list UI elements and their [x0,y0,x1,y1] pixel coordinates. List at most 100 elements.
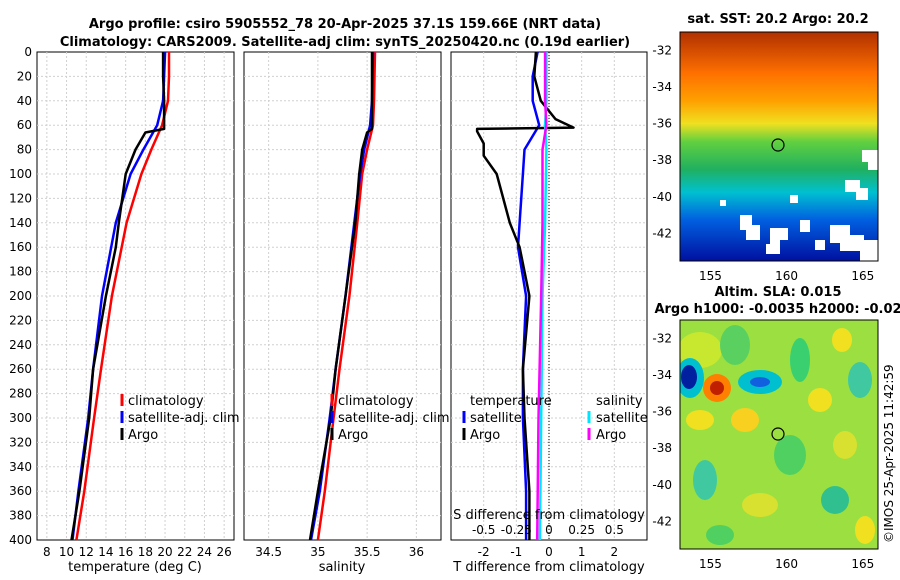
map-y-tick-label: -32 [652,43,672,57]
y-tick-label: 180 [9,265,32,279]
sla-blob [774,435,806,475]
x-tick-label: 22 [177,545,192,559]
sla-blob [855,516,875,544]
y-tick-label: 140 [9,216,32,230]
sla-blob [720,325,750,365]
series-line-t-satellite [516,51,541,540]
map-x-tick-label: 165 [851,557,874,571]
difference-xlabel2: S difference from climatology [453,508,645,523]
map-y-tick-label: -38 [652,153,672,167]
y-tick-label: 60 [17,118,32,132]
x-tick-label: 35.5 [354,545,381,559]
legend-label-climatology: climatology [338,394,414,409]
chart-title-line2: Climatology: CARS2009. Satellite-adj cli… [60,35,630,50]
map-y-tick-label: -42 [652,515,672,529]
map-y-tick-label: -32 [652,331,672,345]
sla-blob [750,377,770,387]
sla-map-title1: Altim. SLA: 0.015 [715,285,842,300]
sla-blob [832,328,852,352]
map-y-tick-label: -38 [652,441,672,455]
sst-cloud-mask [720,150,878,261]
x2-tick-label: 0 [545,523,553,537]
x-tick-label: 16 [118,545,133,559]
temperature-legend: climatology satellite-adj. clim Argo [120,394,240,443]
series-line-argo [70,52,166,541]
y-tick-label: 300 [9,411,32,425]
x-tick-label: -1 [510,545,522,559]
y-tick-label: 280 [9,387,32,401]
y-tick-label: 80 [17,143,32,157]
sla-blob [808,388,832,412]
x-tick-label: 26 [217,545,232,559]
y-tick-label: 260 [9,362,32,376]
x-tick-label: 34.5 [255,545,282,559]
map-x-tick-label: 165 [851,269,874,283]
x-tick-label: 20 [157,545,172,559]
x-tick-label: 36 [409,545,424,559]
x2-tick-label: 0.25 [568,523,595,537]
y-tick-label: 40 [17,94,32,108]
y-tick-label: 220 [9,313,32,327]
legend-label-satellite: satellite-adj. clim [128,411,240,426]
sla-blob [848,362,872,398]
sla-map [680,320,878,549]
map-y-tick-label: -34 [652,80,672,94]
sla-blob [681,365,697,389]
map-y-tick-label: -36 [652,117,672,131]
sla-blob [821,486,849,514]
sla-blob [790,338,810,382]
legend-label-s-argo: Argo [596,428,626,443]
y-tick-label: 160 [9,240,32,254]
sst-argo-marker [771,138,785,152]
sla-blob [686,410,714,430]
legend-label-satellite: satellite-adj. clim [338,411,450,426]
series-line-s-argo [535,52,548,541]
map-y-tick-label: -34 [652,368,672,382]
map-y-tick-label: -40 [652,478,672,492]
legend-label-climatology: climatology [128,394,204,409]
x-tick-label: 10 [59,545,74,559]
series-line-argo [308,52,374,541]
salinity-legend: climatology satellite-adj. clim Argo [330,394,450,443]
temperature-xlabel: temperature (deg C) [68,560,202,575]
map-x-tick-label: 155 [699,557,722,571]
sla-blob [731,408,759,432]
x-tick-label: 24 [197,545,212,559]
y-tick-label: 400 [9,533,32,547]
sla-map-title2: Argo h1000: -0.0035 h2000: -0.02 [654,302,900,317]
y-tick-label: 20 [17,69,32,83]
sst-field [680,32,878,261]
difference-xlabel: T difference from climatology [452,560,645,575]
map-y-tick-label: -36 [652,405,672,419]
y-tick-label: 240 [9,338,32,352]
y-tick-label: 380 [9,509,32,523]
y-tick-label: 340 [9,460,32,474]
legend-label-argo: Argo [338,428,368,443]
difference-legend: temperature satellite Argo salinity sate… [462,394,648,443]
x-tick-label: 14 [98,545,113,559]
x-tick-label: 0 [545,545,553,559]
x-tick-label: 18 [138,545,153,559]
map-y-tick-label: -42 [652,227,672,241]
timestamp-stamp: ©IMOS 25-Apr-2025 11:42:59 [882,364,896,543]
map-x-tick-label: 160 [775,557,798,571]
sst-map-title: sat. SST: 20.2 Argo: 20.2 [687,12,868,27]
legend-title-temperature: temperature [470,394,552,409]
y-tick-label: 120 [9,191,32,205]
salinity-xlabel: salinity [319,560,366,575]
legend-label-t-satellite: satellite [470,411,522,426]
legend-label-argo: Argo [128,428,158,443]
x-tick-label: 8 [43,545,51,559]
x-tick-label: -2 [478,545,490,559]
sla-blob [710,381,724,395]
x2-tick-label: 0.5 [605,523,624,537]
chart-title-line1: Argo profile: csiro 5905552_78 20-Apr-20… [89,17,601,32]
legend-label-s-satellite: satellite [596,411,648,426]
y-tick-label: 0 [24,45,32,59]
x-tick-label: 1 [578,545,586,559]
sla-blob [706,525,734,545]
map-y-tick-label: -40 [652,190,672,204]
legend-title-salinity: salinity [596,394,643,409]
y-tick-label: 200 [9,289,32,303]
x2-tick-label: -0.5 [472,523,495,537]
